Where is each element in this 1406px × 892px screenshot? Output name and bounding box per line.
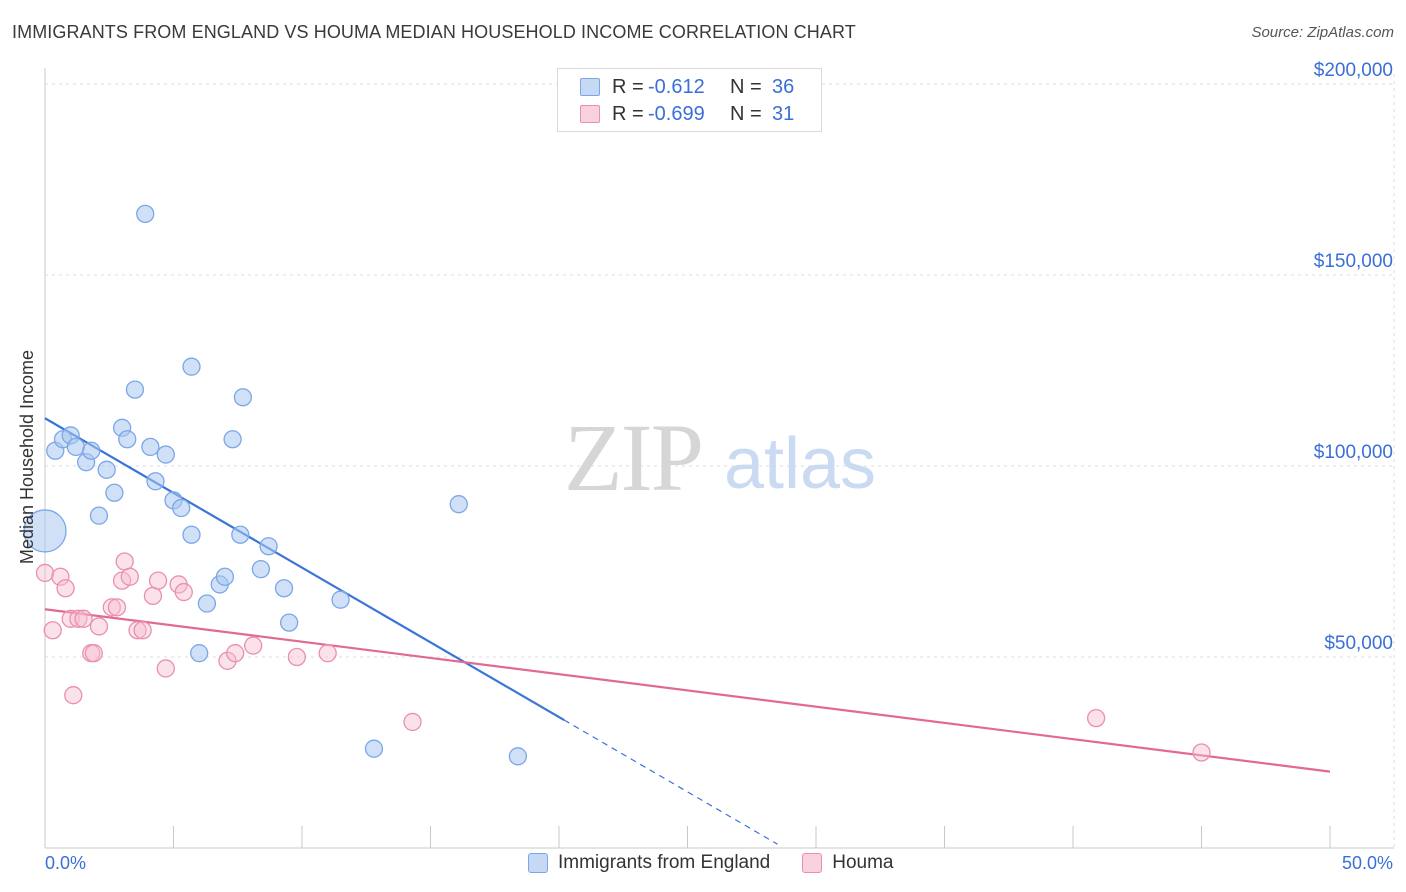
data-points bbox=[23, 204, 1211, 766]
point-houma bbox=[84, 644, 103, 663]
point-england bbox=[233, 388, 253, 407]
point-houma bbox=[128, 621, 147, 640]
watermark: ZIP atlas bbox=[564, 404, 876, 511]
legend-n-label: N = bbox=[730, 75, 762, 98]
point-houma bbox=[69, 609, 88, 628]
point-england bbox=[215, 567, 235, 586]
point-houma bbox=[51, 567, 70, 586]
point-england bbox=[251, 559, 271, 579]
point-england bbox=[97, 460, 116, 479]
gridlines bbox=[45, 74, 1395, 848]
point-england bbox=[125, 380, 145, 399]
series-legend-england[interactable]: Immigrants from England bbox=[528, 852, 770, 874]
point-houma bbox=[133, 621, 152, 640]
trend-lines bbox=[44, 417, 1331, 845]
point-england bbox=[182, 525, 201, 544]
point-england bbox=[105, 483, 124, 502]
point-houma bbox=[115, 552, 134, 571]
point-england bbox=[279, 613, 299, 632]
legend-swatch-england bbox=[580, 78, 600, 96]
legend-r-label: R = bbox=[612, 102, 644, 125]
y-tick-label: $50,000 bbox=[1324, 633, 1393, 654]
series-swatch-england bbox=[528, 853, 548, 873]
point-england bbox=[231, 525, 250, 544]
point-england bbox=[449, 495, 468, 514]
point-houma bbox=[1086, 708, 1106, 728]
y-tick-label: $100,000 bbox=[1314, 442, 1393, 463]
point-houma bbox=[35, 563, 55, 583]
point-houma bbox=[226, 644, 245, 663]
point-houma bbox=[1192, 743, 1211, 762]
point-england bbox=[182, 357, 201, 376]
legend-n-label: N = bbox=[730, 102, 762, 125]
point-houma bbox=[174, 582, 193, 602]
series-label-england: Immigrants from England bbox=[558, 852, 771, 873]
point-houma bbox=[120, 567, 139, 586]
point-england bbox=[259, 537, 278, 556]
legend-n-value: 31 bbox=[772, 102, 795, 125]
series-legend: Immigrants from England Houma bbox=[528, 852, 926, 874]
series-swatch-houma bbox=[802, 853, 823, 873]
point-england bbox=[274, 579, 294, 598]
point-england bbox=[66, 437, 85, 457]
point-england bbox=[190, 644, 209, 663]
legend-r-value: -0.699 bbox=[648, 102, 705, 125]
point-houma bbox=[218, 651, 237, 670]
y-tick-label: $200,000 bbox=[1314, 60, 1393, 81]
point-houma bbox=[107, 598, 127, 617]
point-houma bbox=[287, 647, 307, 667]
legend-row-england: R = -0.612 N = 36 bbox=[580, 75, 794, 99]
point-england bbox=[156, 445, 175, 464]
point-england bbox=[89, 506, 109, 525]
point-england bbox=[364, 739, 384, 758]
point-houma bbox=[61, 609, 80, 628]
x-tick-label: 50.0% bbox=[1342, 853, 1393, 873]
point-england bbox=[331, 590, 350, 609]
watermark-zip: ZIP bbox=[564, 404, 702, 511]
point-houma bbox=[56, 579, 75, 598]
point-england bbox=[136, 204, 155, 224]
stats-legend: R = -0.612 N = 36 R = -0.699 N = 31 bbox=[557, 68, 822, 132]
point-england bbox=[141, 437, 160, 457]
point-england bbox=[197, 594, 217, 613]
point-houma bbox=[318, 644, 337, 663]
point-england bbox=[223, 430, 242, 449]
point-houma bbox=[156, 659, 175, 678]
point-houma bbox=[64, 686, 83, 705]
chart-title: IMMIGRANTS FROM ENGLAND VS HOUMA MEDIAN … bbox=[12, 22, 856, 42]
watermark-atlas: atlas bbox=[724, 424, 876, 504]
axis-labels: $50,000 $100,000 $150,000 $200,000 0.0% 50.0%… bbox=[17, 60, 1393, 873]
point-england bbox=[508, 747, 528, 766]
trend-line-england-extrapolated bbox=[563, 719, 778, 845]
point-houma bbox=[89, 617, 109, 636]
legend-swatch-houma bbox=[580, 105, 600, 123]
legend-r-label: R = bbox=[612, 75, 644, 98]
point-houma bbox=[143, 586, 163, 606]
legend-r-value: -0.612 bbox=[648, 75, 705, 98]
series-label-houma: Houma bbox=[832, 852, 894, 873]
point-houma bbox=[102, 598, 121, 617]
y-axis-title: Median Household Income bbox=[17, 350, 37, 564]
point-england bbox=[82, 441, 101, 460]
point-england bbox=[172, 498, 191, 518]
y-tick-label: $150,000 bbox=[1314, 251, 1393, 272]
series-legend-houma[interactable]: Houma bbox=[802, 852, 894, 874]
point-england bbox=[146, 472, 165, 491]
point-houma bbox=[148, 571, 168, 590]
point-houma bbox=[403, 712, 422, 732]
source-label: Source: ZipAtlas.com bbox=[1251, 24, 1394, 41]
trend-line-england bbox=[44, 417, 565, 721]
point-houma bbox=[43, 621, 62, 640]
point-england bbox=[118, 430, 137, 449]
legend-n-value: 36 bbox=[772, 75, 795, 98]
legend-row-houma: R = -0.699 N = 31 bbox=[580, 102, 794, 126]
trend-line-houma bbox=[44, 608, 1331, 773]
point-houma bbox=[74, 609, 93, 628]
point-houma bbox=[244, 636, 263, 655]
axes bbox=[44, 68, 1394, 849]
x-tick-label: 0.0% bbox=[45, 853, 86, 873]
point-england bbox=[23, 509, 67, 553]
